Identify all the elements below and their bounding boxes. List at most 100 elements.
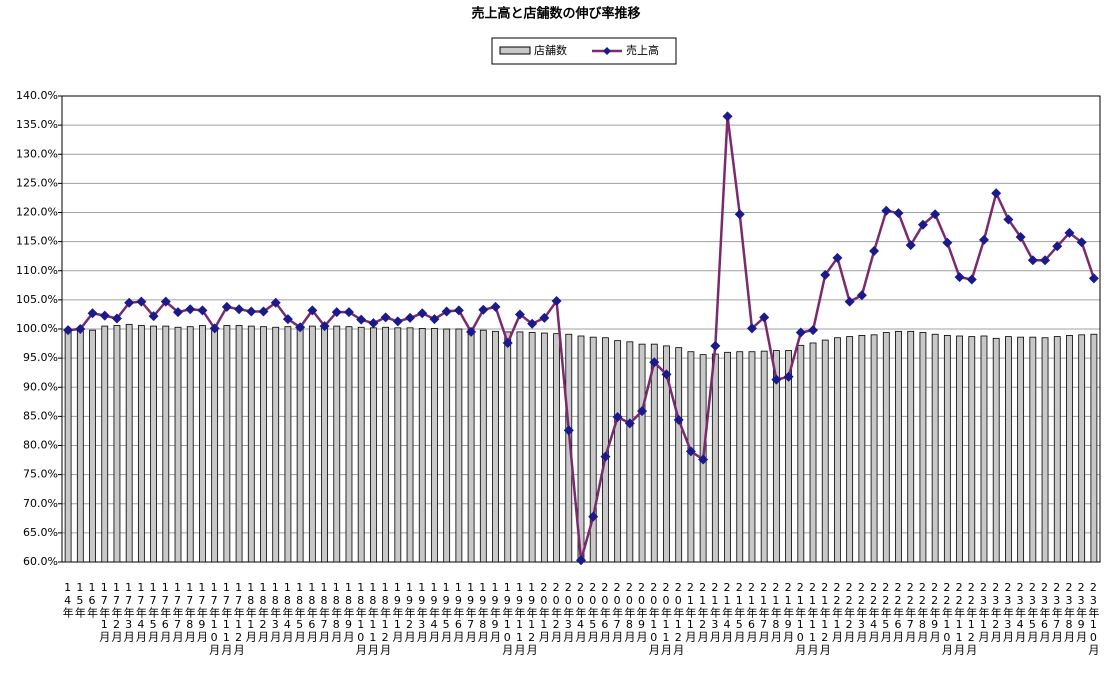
marker	[124, 297, 135, 308]
marker	[295, 322, 306, 333]
bar	[1017, 336, 1025, 563]
bar	[895, 330, 902, 563]
x-tick-label: 23年1月	[976, 581, 990, 642]
marker	[1027, 255, 1038, 266]
x-tick-label: 20年2月	[549, 581, 563, 642]
x-tick-label: 21年10月	[793, 581, 807, 655]
marker	[844, 296, 855, 307]
y-tick-label: 80.0%	[23, 439, 58, 452]
bar	[931, 333, 939, 563]
marker	[893, 208, 904, 219]
marker	[1003, 214, 1014, 225]
x-tick-label: 21年12月	[818, 581, 832, 655]
marker	[649, 357, 660, 368]
marker	[282, 314, 293, 325]
x-tick-label: 22年3月	[854, 581, 868, 642]
bar	[1066, 335, 1073, 563]
x-tick-label: 17年6月	[158, 581, 172, 642]
bar	[956, 335, 963, 563]
marker	[746, 323, 757, 334]
marker	[234, 304, 245, 315]
chart-title: 売上高と店舗数の伸び率推移	[471, 6, 640, 22]
bar	[199, 325, 206, 563]
y-tick-label: 115.0%	[16, 235, 58, 248]
marker	[148, 311, 159, 322]
y-tick-label: 95.0%	[23, 351, 58, 364]
x-tick-label: 18年3月	[268, 581, 282, 642]
x-tick-label: 17年9月	[195, 581, 209, 642]
bar	[235, 325, 243, 563]
bar	[125, 323, 133, 563]
bar	[638, 343, 646, 563]
marker	[63, 325, 74, 336]
bar	[663, 345, 670, 563]
bar	[1029, 336, 1037, 563]
y-tick-label: 130.0%	[16, 147, 58, 160]
y-tick-label: 110.0%	[16, 264, 58, 277]
marker	[563, 425, 574, 436]
x-tick-label: 19年9月	[488, 581, 502, 642]
marker	[197, 305, 208, 316]
bar	[614, 340, 622, 563]
x-tick-label: 23年9月	[1074, 581, 1088, 642]
x-tick-label: 17年1月	[97, 581, 111, 642]
x-tick-label: 20年3月	[561, 581, 575, 642]
legend-label: 店舗数	[534, 43, 567, 57]
y-tick-label: 60.0%	[23, 555, 58, 568]
x-tick-label: 17年5月	[146, 581, 160, 642]
marker	[954, 272, 965, 283]
marker	[1040, 255, 1051, 266]
bar	[284, 326, 292, 563]
bar	[675, 347, 683, 563]
marker	[612, 411, 623, 422]
marker	[429, 314, 440, 325]
x-tick-label: 21年6月	[744, 581, 758, 642]
x-tick-label: 23年8月	[1062, 581, 1076, 642]
x-tick-label: 17年3月	[122, 581, 136, 642]
bar	[394, 327, 402, 563]
x-tick-label: 21年2月	[696, 581, 710, 642]
x-tick-label: 20年11月	[659, 581, 673, 655]
x-tick-label: 17年7月	[171, 581, 184, 642]
bar	[504, 331, 512, 563]
marker	[490, 301, 501, 312]
marker	[502, 337, 513, 348]
bar	[150, 325, 157, 563]
marker	[270, 297, 281, 308]
bar	[650, 343, 658, 563]
marker	[869, 245, 880, 256]
marker	[661, 369, 672, 380]
x-tick-label: 23年7月	[1050, 581, 1064, 642]
marker	[478, 304, 489, 315]
bar	[553, 333, 560, 563]
x-tick-label: 22年12月	[964, 581, 978, 655]
bar	[406, 327, 414, 563]
marker	[111, 313, 122, 324]
legend-marker	[603, 47, 611, 55]
bar	[711, 353, 719, 563]
bar	[992, 337, 1000, 563]
marker	[466, 326, 477, 337]
marker	[160, 296, 171, 307]
marker	[87, 308, 98, 319]
marker	[221, 301, 232, 312]
x-tick-label: 22年8月	[915, 581, 929, 642]
bar	[834, 337, 841, 563]
bar	[321, 326, 328, 563]
marker	[637, 406, 648, 417]
marker	[319, 321, 330, 332]
x-tick-label: 18年5月	[293, 581, 307, 642]
y-tick-label: 75.0%	[23, 468, 58, 481]
marker	[441, 306, 452, 317]
marker	[698, 454, 709, 465]
y-tick-label: 125.0%	[16, 176, 58, 189]
x-tick-label: 21年5月	[732, 581, 746, 642]
bar	[760, 350, 768, 563]
bar	[943, 335, 951, 563]
marker	[759, 312, 770, 323]
legend-label: 売上高	[626, 43, 659, 57]
x-tick-label: 18年7月	[317, 581, 331, 642]
x-tick-label: 18年4月	[280, 581, 294, 642]
